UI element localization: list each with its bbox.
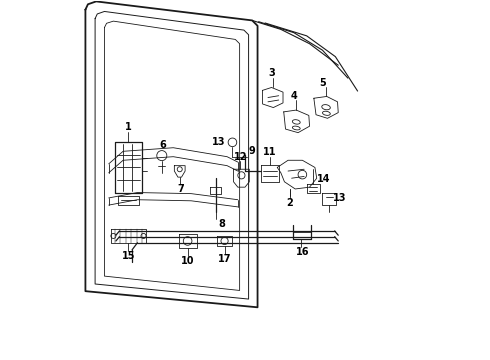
- Text: 11: 11: [263, 147, 277, 157]
- Text: 15: 15: [122, 251, 135, 261]
- Text: 4: 4: [291, 91, 298, 102]
- Text: 9: 9: [248, 146, 255, 156]
- Text: 7: 7: [177, 184, 184, 194]
- Text: 1: 1: [125, 122, 132, 132]
- Text: 3: 3: [268, 68, 275, 78]
- Text: 13: 13: [212, 138, 225, 147]
- Text: 16: 16: [295, 247, 309, 257]
- Text: 8: 8: [219, 219, 225, 229]
- Text: 6: 6: [160, 140, 166, 150]
- Text: 14: 14: [317, 174, 331, 184]
- Text: 5: 5: [319, 78, 326, 88]
- Text: 10: 10: [181, 256, 195, 266]
- Text: 2: 2: [287, 198, 293, 208]
- Text: 17: 17: [218, 253, 231, 264]
- Text: 12: 12: [234, 152, 247, 162]
- Text: 13: 13: [333, 193, 346, 203]
